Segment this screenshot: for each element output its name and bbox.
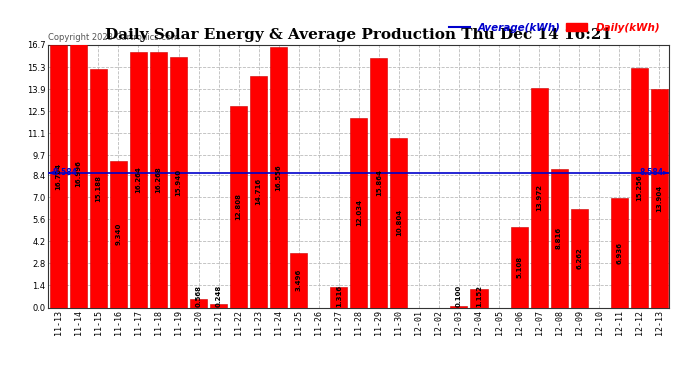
Text: 12.808: 12.808 [235, 194, 242, 220]
Text: 14.716: 14.716 [255, 178, 262, 206]
Text: 15.188: 15.188 [95, 175, 101, 202]
Text: 16.704: 16.704 [55, 163, 61, 190]
Bar [511, 227, 528, 308]
Bar [391, 138, 407, 308]
Text: 16.268: 16.268 [155, 166, 161, 193]
Text: 5.108: 5.108 [516, 256, 522, 278]
Bar [70, 40, 87, 308]
Bar [150, 52, 167, 308]
Text: 3.496: 3.496 [296, 269, 302, 291]
Bar [210, 304, 227, 307]
Text: ◄8.584: ◄8.584 [48, 168, 78, 177]
Text: 15.864: 15.864 [376, 170, 382, 196]
Bar [110, 161, 127, 308]
Bar [451, 306, 468, 308]
Bar [471, 290, 488, 308]
Bar [50, 45, 67, 308]
Text: 16.556: 16.556 [276, 164, 282, 191]
Text: 6.262: 6.262 [576, 248, 582, 269]
Text: 12.034: 12.034 [356, 200, 362, 226]
Text: 16.996: 16.996 [75, 160, 81, 188]
Text: 15.940: 15.940 [175, 169, 181, 196]
Text: 10.804: 10.804 [396, 209, 402, 236]
Text: 1.316: 1.316 [336, 285, 342, 307]
Text: 0.248: 0.248 [215, 285, 221, 307]
Bar [250, 76, 267, 308]
Legend: Average(kWh), Daily(kWh): Average(kWh), Daily(kWh) [445, 19, 664, 37]
Bar [631, 68, 648, 308]
Text: 0.100: 0.100 [456, 285, 462, 307]
Text: 0.568: 0.568 [195, 285, 201, 307]
Text: 15.256: 15.256 [636, 174, 642, 201]
Text: 13.972: 13.972 [536, 184, 542, 211]
Bar [90, 69, 107, 308]
Bar [551, 169, 568, 308]
Bar [351, 118, 367, 308]
Bar [611, 198, 628, 308]
Title: Daily Solar Energy & Average Production Thu Dec 14 16:21: Daily Solar Energy & Average Production … [106, 28, 612, 42]
Text: 16.264: 16.264 [135, 166, 141, 193]
Text: 13.904: 13.904 [656, 184, 662, 212]
Text: 8.584►: 8.584► [640, 168, 669, 177]
Bar [130, 52, 147, 308]
Bar [190, 298, 207, 307]
Text: 1.152: 1.152 [476, 285, 482, 307]
Bar [531, 88, 548, 308]
Bar [571, 209, 588, 308]
Bar [170, 57, 187, 308]
Bar [331, 287, 347, 308]
Bar [371, 58, 387, 308]
Bar [270, 47, 287, 308]
Bar [651, 89, 668, 308]
Text: 9.340: 9.340 [115, 223, 121, 245]
Bar [230, 106, 247, 307]
Text: 6.936: 6.936 [616, 242, 622, 264]
Text: Copyright 2023 Cartronics.com: Copyright 2023 Cartronics.com [48, 33, 179, 42]
Text: 8.816: 8.816 [556, 227, 562, 249]
Bar [290, 252, 307, 308]
